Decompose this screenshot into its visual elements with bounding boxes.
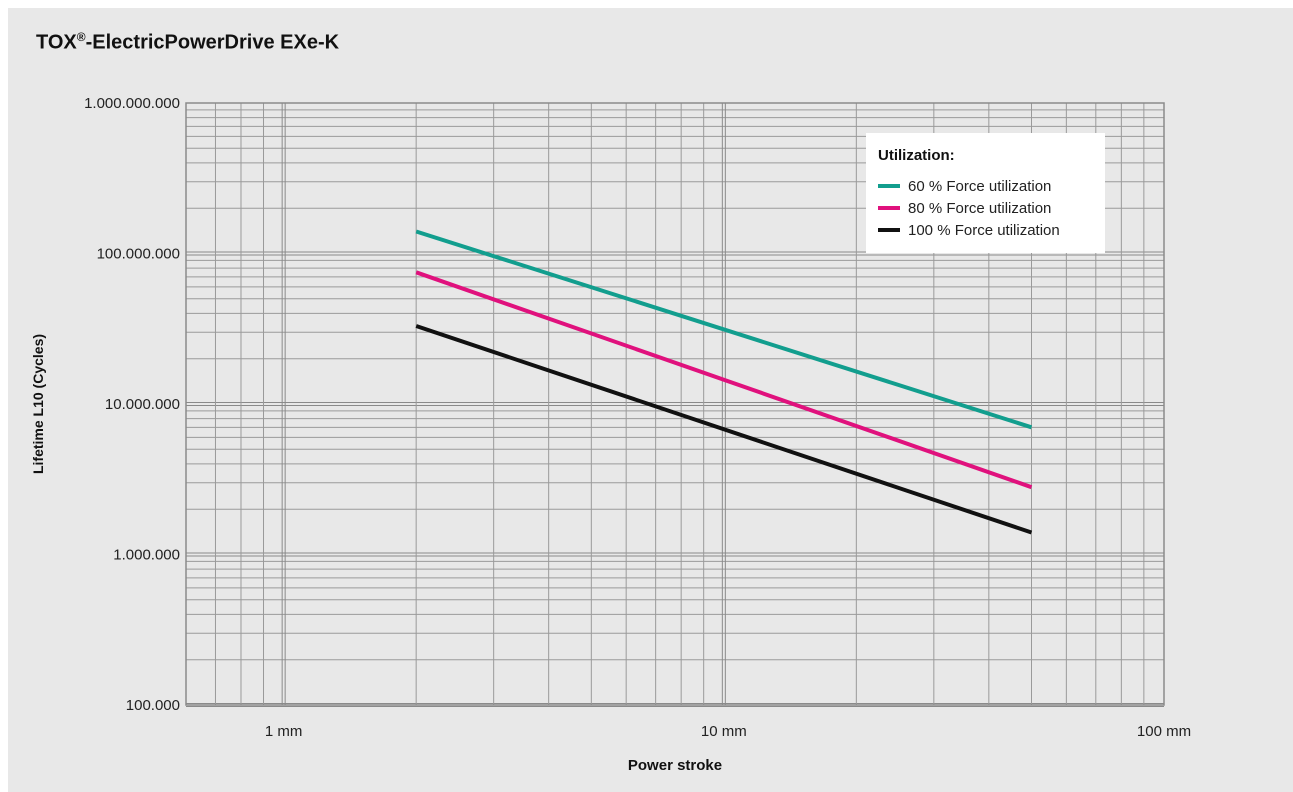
chart-title-brand: TOX — [36, 31, 77, 54]
plot-frame — [185, 102, 1165, 706]
series-line — [415, 229, 1033, 430]
legend-item: 100 % Force utilization — [878, 219, 1060, 241]
y-tick-label: 1.000.000 — [113, 547, 180, 564]
series-line — [415, 324, 1033, 535]
legend-swatch — [878, 184, 900, 188]
registered-mark: ® — [76, 30, 86, 44]
y-axis-label: Lifetime L10 (Cycles) — [30, 333, 46, 475]
y-tick-label: 1.000.000.000 — [84, 95, 180, 112]
legend-label: 100 % Force utilization — [908, 221, 1060, 239]
series-line — [415, 270, 1033, 490]
legend-swatch — [878, 206, 900, 210]
legend-label: 80 % Force utilization — [908, 199, 1052, 217]
chart-title-product: -ElectricPowerDrive EXe-K — [85, 31, 340, 54]
legend-title: Utilization: — [878, 147, 955, 164]
y-axis-label-container: Lifetime L10 (Cycles) — [18, 100, 58, 708]
chart-title: TOX®-ElectricPowerDrive EXe-K — [36, 30, 339, 55]
x-tick-label: 1 mm — [265, 723, 303, 740]
x-axis-label: Power stroke — [627, 757, 723, 774]
legend: Utilization: 60 % Force utilization 80 % … — [866, 133, 1105, 253]
y-tick-label: 100.000 — [126, 697, 180, 714]
x-tick-label: 100 mm — [1137, 723, 1191, 740]
legend-item: 80 % Force utilization — [878, 197, 1051, 219]
legend-item: 60 % Force utilization — [878, 175, 1051, 197]
x-tick-label: 10 mm — [701, 723, 747, 740]
y-tick-label: 100.000.000 — [97, 246, 180, 263]
y-tick-label: 10.000.000 — [105, 396, 180, 413]
legend-label: 60 % Force utilization — [908, 177, 1052, 195]
legend-swatch — [878, 228, 900, 232]
